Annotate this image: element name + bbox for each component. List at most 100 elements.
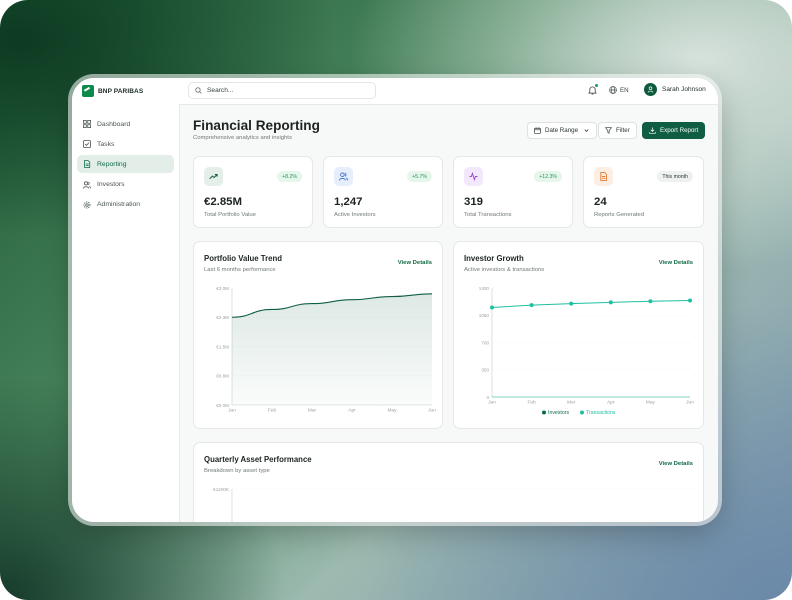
status-badge: +5.7% xyxy=(407,171,432,182)
sidebar-item-label: Dashboard xyxy=(97,120,131,128)
legend-marker-investors xyxy=(542,410,546,415)
stat-value: 319 xyxy=(464,196,484,208)
stat-card-investors: +5.7% 1,247 Active Investors xyxy=(323,156,443,228)
stat-card-portfolio: +8.2% €2.85M Total Portfolio Value xyxy=(193,156,313,228)
bnp-logo-icon xyxy=(82,85,94,97)
legend-label-transactions: Transactions xyxy=(586,410,616,416)
language-label: EN xyxy=(620,86,629,94)
globe-icon xyxy=(609,86,617,94)
x-tick-label: Apr xyxy=(348,408,356,414)
filter-button[interactable]: Filter xyxy=(598,122,637,139)
sidebar-item-label: Tasks xyxy=(97,140,115,148)
sidebar-item-tasks[interactable]: Tasks xyxy=(77,135,174,153)
filter-icon xyxy=(605,127,612,134)
sidebar-item-dashboard[interactable]: Dashboard xyxy=(77,115,174,133)
search-icon xyxy=(195,87,202,94)
notification-dot xyxy=(595,84,598,87)
y-tick-label: 0 xyxy=(486,395,489,400)
stat-icon-box xyxy=(334,167,353,186)
y-tick-label: €1200K xyxy=(213,487,230,492)
document-icon xyxy=(84,160,91,169)
view-details-link[interactable]: View Details xyxy=(397,260,432,266)
download-icon xyxy=(649,127,656,134)
card-subtitle: Active investors & transactions xyxy=(464,267,545,273)
page-subtitle: Comprehensive analytics and insights xyxy=(193,135,292,141)
avatar xyxy=(644,83,657,96)
search-input[interactable]: Search... xyxy=(188,82,376,99)
x-tick-label: Mar xyxy=(308,408,317,414)
series-area xyxy=(232,293,432,405)
app-window: BNP PARIBAS Dashboard Tasks Reporting In… xyxy=(72,78,718,522)
stat-icon-box xyxy=(594,167,613,186)
page-title: Financial Reporting xyxy=(193,118,320,133)
bell-icon[interactable] xyxy=(588,85,597,95)
export-report-button[interactable]: Export Report xyxy=(642,122,706,139)
stat-card-reports: This month 24 Reports Generated xyxy=(583,156,704,228)
portfolio-chart-card: Portfolio Value Trend Last 6 months perf… xyxy=(193,241,443,429)
sidebar: BNP PARIBAS Dashboard Tasks Reporting In… xyxy=(72,78,180,522)
legend-label-investors: Investors xyxy=(548,410,569,416)
card-title: Portfolio Value Trend xyxy=(204,254,282,263)
x-tick-label: Jan xyxy=(488,400,496,406)
view-details-link[interactable]: View Details xyxy=(658,260,693,266)
x-tick-label: Jun xyxy=(686,400,694,406)
sidebar-item-label: Investors xyxy=(97,181,125,189)
card-subtitle: Last 6 months performance xyxy=(204,267,276,273)
stat-label: Total Transactions xyxy=(464,212,512,218)
y-tick-label: €2.3M xyxy=(216,315,229,320)
sidebar-item-administration[interactable]: Administration xyxy=(77,196,174,214)
status-badge: +12.3% xyxy=(534,171,562,182)
stat-value: 24 xyxy=(594,196,607,208)
date-range-button[interactable]: Date Range xyxy=(527,122,598,139)
portfolio-area-chart: €0.0M €0.8M €1.5M €2.3M €3.0M Jan Feb Mar Apr May… xyxy=(216,286,436,414)
chevron-down-icon xyxy=(584,129,589,132)
legend-marker-transactions xyxy=(580,410,584,415)
series-line-investors xyxy=(491,299,691,308)
filter-label: Filter xyxy=(616,127,630,134)
x-tick-label: May xyxy=(387,408,397,414)
x-tick-label: May xyxy=(646,400,656,406)
sidebar-item-reporting[interactable]: Reporting xyxy=(77,155,174,174)
brand-name: BNP PARIBAS xyxy=(98,87,144,95)
grid-icon xyxy=(83,120,91,128)
quarterly-bar-chart: €1200K xyxy=(213,487,694,522)
data-point xyxy=(688,298,692,303)
view-details-link[interactable]: View Details xyxy=(658,461,693,467)
growth-chart-card: Investor Growth Active investors & trans… xyxy=(453,241,704,429)
status-badge: This month xyxy=(657,171,693,182)
card-subtitle: Breakdown by asset type xyxy=(204,468,270,474)
users-icon xyxy=(339,172,348,181)
x-tick-label: Apr xyxy=(607,400,615,406)
y-tick-label: €3.0M xyxy=(216,286,229,291)
brand-logo[interactable]: BNP PARIBAS xyxy=(82,84,143,98)
y-tick-label: 700 xyxy=(481,340,489,345)
language-selector[interactable]: EN xyxy=(609,86,629,94)
sidebar-item-label: Administration xyxy=(97,201,141,209)
data-point xyxy=(608,300,613,305)
y-tick-label: 1400 xyxy=(479,286,490,291)
data-point xyxy=(490,305,494,310)
y-tick-label: 350 xyxy=(481,368,489,373)
report-icon xyxy=(600,172,608,181)
calendar-icon xyxy=(534,127,541,134)
data-point xyxy=(648,299,653,304)
sidebar-nav: Dashboard Tasks Reporting Investors Admi… xyxy=(77,115,174,216)
stat-value: 1,247 xyxy=(334,196,363,208)
checkbox-icon xyxy=(83,140,91,149)
y-tick-label: €0.8M xyxy=(216,374,229,379)
sidebar-item-label: Reporting xyxy=(97,160,127,168)
stat-label: Active Investors xyxy=(334,212,376,218)
y-tick-label: 1050 xyxy=(479,313,490,318)
x-tick-label: Mar xyxy=(567,400,576,406)
stat-label: Reports Generated xyxy=(594,212,645,218)
data-point xyxy=(529,303,534,308)
x-tick-label: Jan xyxy=(228,408,236,414)
x-tick-label: Feb xyxy=(268,408,277,414)
sidebar-item-investors[interactable]: Investors xyxy=(77,176,174,194)
x-tick-label: Feb xyxy=(527,400,536,406)
user-menu[interactable]: Sarah Johnson xyxy=(644,83,706,96)
user-icon xyxy=(647,86,654,93)
trend-up-icon xyxy=(209,174,218,180)
users-icon xyxy=(83,180,91,189)
growth-line-chart: 0 350 700 1050 1400 Jan Feb Mar Apr May Jun Investo… xyxy=(479,286,694,416)
